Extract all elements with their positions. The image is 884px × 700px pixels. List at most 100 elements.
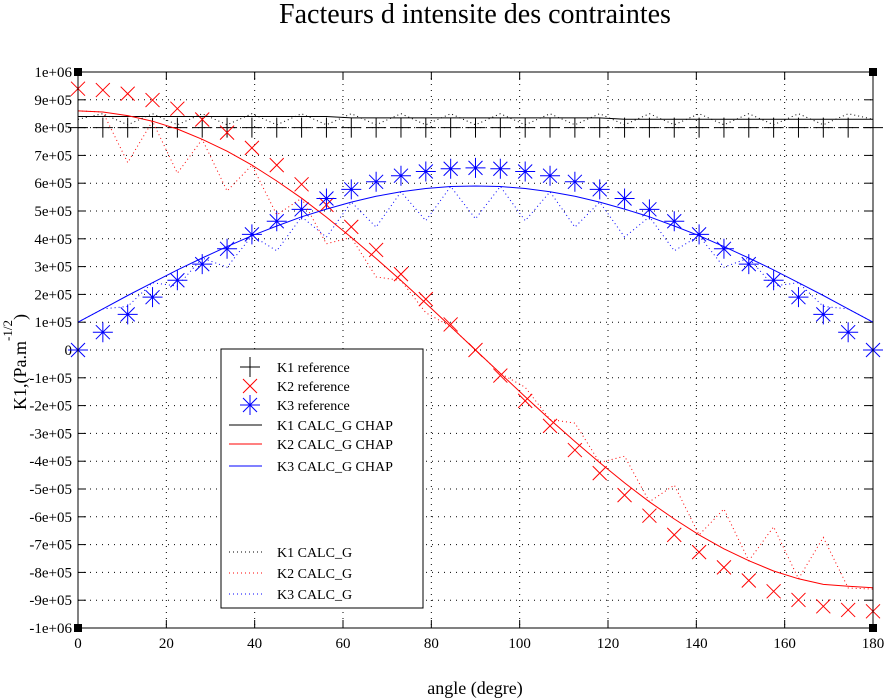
x-tick-label: 180	[862, 636, 884, 652]
x-tick-label: 80	[424, 636, 439, 652]
cross-marker-icon	[492, 368, 508, 383]
corner-marker	[869, 68, 877, 76]
corner-marker	[869, 624, 877, 632]
k2-reference-point	[294, 176, 309, 192]
k1-reference-point	[465, 117, 486, 138]
star-marker-icon	[713, 238, 734, 259]
k1-reference-point	[589, 117, 610, 138]
k2-reference-point	[145, 92, 160, 108]
k2-reference-point	[542, 418, 558, 434]
cross-marker-icon	[840, 602, 856, 618]
y-tick-label: 0	[65, 343, 73, 359]
x-tick-label: 140	[685, 636, 708, 652]
y-tick-label: 4e+05	[34, 232, 72, 248]
star-marker-icon	[664, 211, 685, 232]
k1-reference-point	[639, 117, 660, 138]
k1-reference-point	[217, 117, 238, 138]
k2-reference-point	[741, 573, 757, 588]
k3-calc-g-line	[77, 185, 874, 323]
star-marker-icon	[415, 161, 436, 182]
y-tick-label: -5e+05	[29, 482, 72, 498]
x-tick-label: 40	[247, 636, 262, 652]
star-marker-icon	[192, 254, 213, 275]
k3-reference-point	[266, 211, 287, 232]
cross-marker-icon	[219, 125, 235, 140]
x-tick-label: 60	[336, 636, 351, 652]
cross-marker-icon	[120, 86, 136, 102]
k2-reference-point	[170, 101, 185, 117]
star-marker-icon	[316, 188, 337, 209]
k3-reference-point	[440, 158, 461, 179]
k3-reference-point	[639, 199, 660, 220]
k1-reference-point	[763, 117, 784, 138]
y-tick-label: 5e+05	[34, 204, 72, 220]
k1-reference-point	[490, 117, 511, 138]
plus-marker-icon	[689, 117, 710, 138]
k1-reference-point	[341, 117, 362, 138]
k3-reference-point	[713, 238, 734, 259]
k2-reference-point	[716, 560, 732, 575]
k1-reference-point	[291, 117, 312, 138]
y-tick-label: -4e+05	[29, 454, 72, 470]
plus-marker-icon	[788, 117, 809, 138]
plus-marker-icon	[738, 117, 759, 138]
star-marker-icon	[341, 179, 362, 200]
legend-label-k3-reference: K3 reference	[277, 399, 350, 414]
legend-label-k2-calc-g-chap: K2 CALC_G CHAP	[277, 438, 393, 453]
k1-reference-point	[390, 117, 411, 138]
y-axis-label: K1,(Pa.m-1/2)	[0, 314, 31, 410]
y-tick-label: -2e+05	[29, 399, 72, 415]
axis-ticks: 1e+06 9e+05 8e+05 7e+05 6e+05 5e+05 4e+05 3e+05…	[29, 65, 884, 652]
k3-calc-g-chap-line	[77, 185, 874, 323]
k1-reference-point	[117, 117, 138, 138]
k1-reference-point	[192, 117, 213, 138]
star-marker-icon	[515, 161, 536, 182]
star-marker-icon	[142, 287, 163, 308]
k2-reference-point	[244, 140, 260, 156]
star-marker-icon	[92, 322, 113, 343]
k1-reference-point	[92, 117, 113, 138]
legend-label-k1-reference: K1 reference	[277, 361, 350, 376]
plus-marker-icon	[167, 117, 188, 138]
plus-marker-icon	[540, 117, 561, 138]
cross-marker-icon	[343, 219, 359, 235]
star-marker-icon	[838, 322, 859, 343]
k2-reference-point	[492, 368, 508, 383]
x-tick-label: 20	[159, 636, 174, 652]
star-marker-icon	[614, 188, 635, 209]
k2-reference-point	[194, 112, 210, 127]
star-marker-icon	[291, 199, 312, 220]
corner-marker	[74, 624, 82, 632]
k2-reference-point	[691, 544, 707, 560]
plus-marker-icon	[415, 117, 436, 138]
plus-marker-icon	[838, 117, 859, 138]
k3-reference-point	[92, 322, 113, 343]
legend-box	[220, 348, 424, 609]
y-tick-label: -6e+05	[29, 510, 72, 526]
k3-reference-point	[142, 287, 163, 308]
plus-marker-icon	[240, 357, 260, 377]
y-tick-label: -3e+05	[29, 426, 72, 442]
k2-reference-point	[120, 86, 136, 102]
cross-marker-icon	[592, 465, 608, 481]
star-marker-icon	[217, 238, 238, 259]
plus-marker-icon	[390, 117, 411, 138]
plus-marker-icon	[713, 117, 734, 138]
star-marker-icon	[366, 171, 387, 192]
k2-reference-point	[418, 291, 434, 307]
cross-marker-icon	[269, 157, 285, 173]
corner-marker	[74, 68, 82, 76]
star-marker-icon	[167, 270, 188, 291]
star-marker-icon	[465, 157, 486, 178]
star-marker-icon	[241, 224, 262, 245]
k3-reference-point	[192, 254, 213, 275]
y-tick-label: -9e+05	[29, 593, 72, 609]
cross-marker-icon	[542, 418, 558, 434]
k2-reference-point	[840, 602, 856, 618]
star-marker-icon	[639, 199, 660, 220]
y-tick-label: 2e+05	[34, 287, 72, 303]
plus-marker-icon	[266, 117, 287, 138]
k3-reference-point	[390, 165, 411, 186]
cross-marker-icon	[170, 101, 185, 117]
cross-marker-icon	[666, 527, 682, 543]
